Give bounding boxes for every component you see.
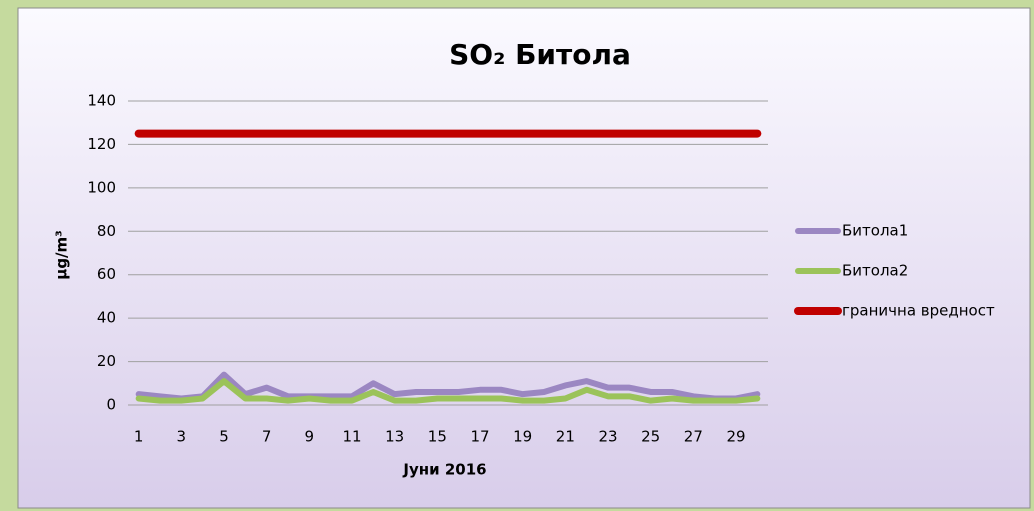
y-tick-label: 0 [106, 396, 116, 414]
x-tick-label: 1 [134, 428, 144, 446]
y-tick-label: 120 [87, 135, 116, 153]
x-tick-label: 15 [428, 428, 447, 446]
x-tick-label: 7 [262, 428, 272, 446]
x-tick-label: 19 [513, 428, 532, 446]
y-tick-label: 80 [97, 222, 116, 240]
legend-label: гранична вредност [842, 302, 995, 320]
x-tick-label: 11 [342, 428, 361, 446]
x-tick-label: 29 [726, 428, 745, 446]
y-tick-label: 140 [87, 92, 116, 110]
x-tick-label: 21 [556, 428, 575, 446]
series-line [135, 378, 761, 404]
x-axis-title: Јуни 2016 [402, 461, 486, 479]
x-tick-label: 3 [177, 428, 187, 446]
x-tick-label: 27 [684, 428, 703, 446]
x-tick-label: 23 [598, 428, 617, 446]
series-line [135, 371, 761, 402]
x-tick-label: 9 [305, 428, 315, 446]
x-tick-label: 5 [219, 428, 229, 446]
x-tick-label: 25 [641, 428, 660, 446]
legend-label: Битола2 [842, 262, 908, 280]
y-tick-label: 60 [97, 265, 116, 283]
x-tick-label: 17 [470, 428, 489, 446]
chart-panel [17, 7, 1031, 509]
legend-label: Битола1 [842, 222, 908, 240]
y-tick-label: 100 [87, 178, 116, 196]
chart-title: SO₂ Битола [449, 38, 631, 71]
x-tick-label: 13 [385, 428, 404, 446]
y-axis-title: μg/m³ [53, 230, 71, 279]
y-tick-label: 40 [97, 309, 116, 327]
y-tick-label: 20 [97, 352, 116, 370]
